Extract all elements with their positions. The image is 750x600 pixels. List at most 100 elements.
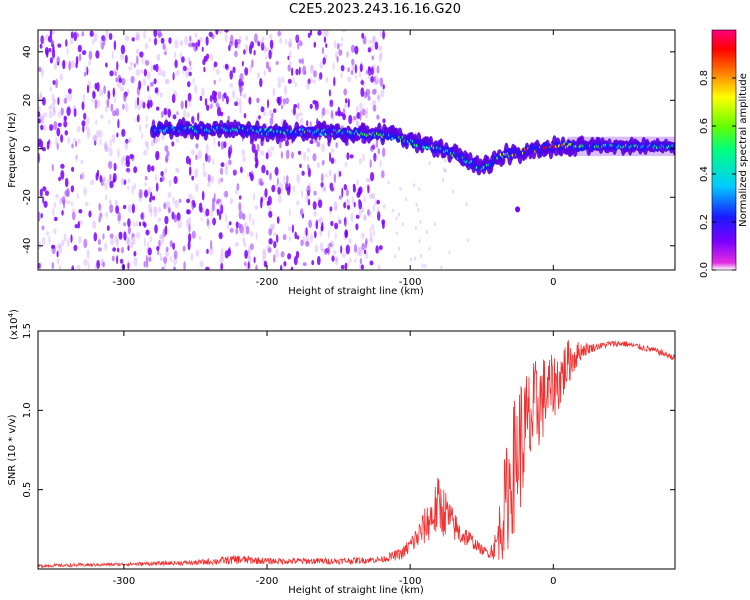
noise-speckle [340,112,344,117]
colorbar-ticks: 0.0 0.2 0.4 0.6 0.8 [699,70,736,278]
noise-speckle [154,174,158,181]
noise-speckle [295,34,300,43]
noise-speckle [256,72,261,79]
noise-speckle [215,102,220,108]
noise-speckle [135,69,140,77]
noise-speckle [356,179,359,185]
noise-speckle [59,73,64,81]
noise-speckle [283,175,286,185]
noise-speckle [444,158,447,163]
noise-speckle [66,200,71,205]
noise-speckle [287,55,290,61]
noise-speckle [204,98,208,107]
noise-speckle [131,233,135,238]
noise-speckle [86,117,90,125]
noise-speckle [51,40,55,45]
noise-speckle [197,112,200,122]
noise-speckle [268,210,273,218]
noise-speckle [298,150,301,155]
noise-speckle [336,55,339,63]
noise-speckle [75,61,78,69]
noise-speckle [68,60,72,71]
noise-speckle [302,65,306,76]
noise-speckle [108,160,113,170]
noise-speckle [259,78,263,88]
noise-speckle [357,187,362,197]
noise-speckle [61,209,64,216]
noise-speckle [285,181,289,188]
noise-speckle [368,39,372,45]
noise-speckle [143,68,147,77]
y-tick-label: 1.5 [22,323,33,339]
noise-speckle [307,78,311,85]
noise-speckle [288,208,291,217]
x-tick-label: -300 [113,576,136,587]
noise-speckle [38,262,41,269]
noise-speckle [174,39,179,49]
noise-speckle [421,263,424,268]
noise-speckle [331,185,335,193]
noise-speckle [133,63,136,68]
noise-speckle [288,182,291,193]
noise-speckle [216,208,220,216]
noise-speckle [144,189,148,198]
noise-speckle [86,84,90,94]
noise-speckle [127,218,131,228]
noise-speckle [268,238,273,245]
noise-speckle [262,252,267,258]
noise-speckle [288,50,292,58]
noise-speckle [143,149,148,156]
noise-speckle [143,260,147,268]
noise-speckle [340,245,343,254]
noise-speckle [370,76,374,83]
noise-speckle [412,183,415,188]
noise-speckle [319,242,324,252]
noise-speckle [116,255,119,265]
noise-speckle [120,52,124,61]
noise-speckle [414,256,417,261]
noise-speckle [43,200,48,208]
noise-speckle [256,97,260,104]
noise-speckle [96,82,100,92]
noise-speckle [323,36,327,43]
noise-speckle [163,107,168,116]
noise-speckle [99,39,103,50]
noise-speckle [335,111,338,116]
noise-speckle [414,225,417,230]
noise-speckle [344,262,348,270]
noise-speckle [321,47,325,55]
y-tick-label: -40 [22,238,33,254]
noise-speckle [224,250,229,259]
noise-speckle [186,198,191,204]
noise-speckle [98,202,101,211]
noise-speckle [240,166,243,174]
noise-speckle [208,31,213,37]
noise-speckle [48,110,53,119]
noise-speckle [156,246,160,251]
noise-speckle [276,177,279,185]
noise-speckle [305,227,308,237]
noise-speckle [239,87,242,97]
noise-speckle [424,263,427,268]
noise-speckle [376,114,380,120]
noise-speckle [156,136,161,142]
noise-speckle [178,198,182,203]
noise-speckle [338,195,343,200]
noise-speckle [84,65,88,72]
noise-speckle [120,44,126,55]
noise-speckle [115,77,119,83]
noise-speckle [207,174,211,183]
noise-speckle [264,45,267,54]
noise-speckle [185,155,190,165]
noise-speckle [329,101,334,107]
noise-speckle [313,210,318,217]
noise-speckle [375,138,379,149]
noise-speckle [371,192,376,200]
noise-speckle [109,147,113,157]
noise-speckle [377,264,381,270]
noise-speckle [173,213,176,220]
x-tick-label: -100 [399,277,422,288]
noise-speckle [70,201,74,206]
noise-speckle [127,88,130,95]
noise-speckle [356,120,360,126]
